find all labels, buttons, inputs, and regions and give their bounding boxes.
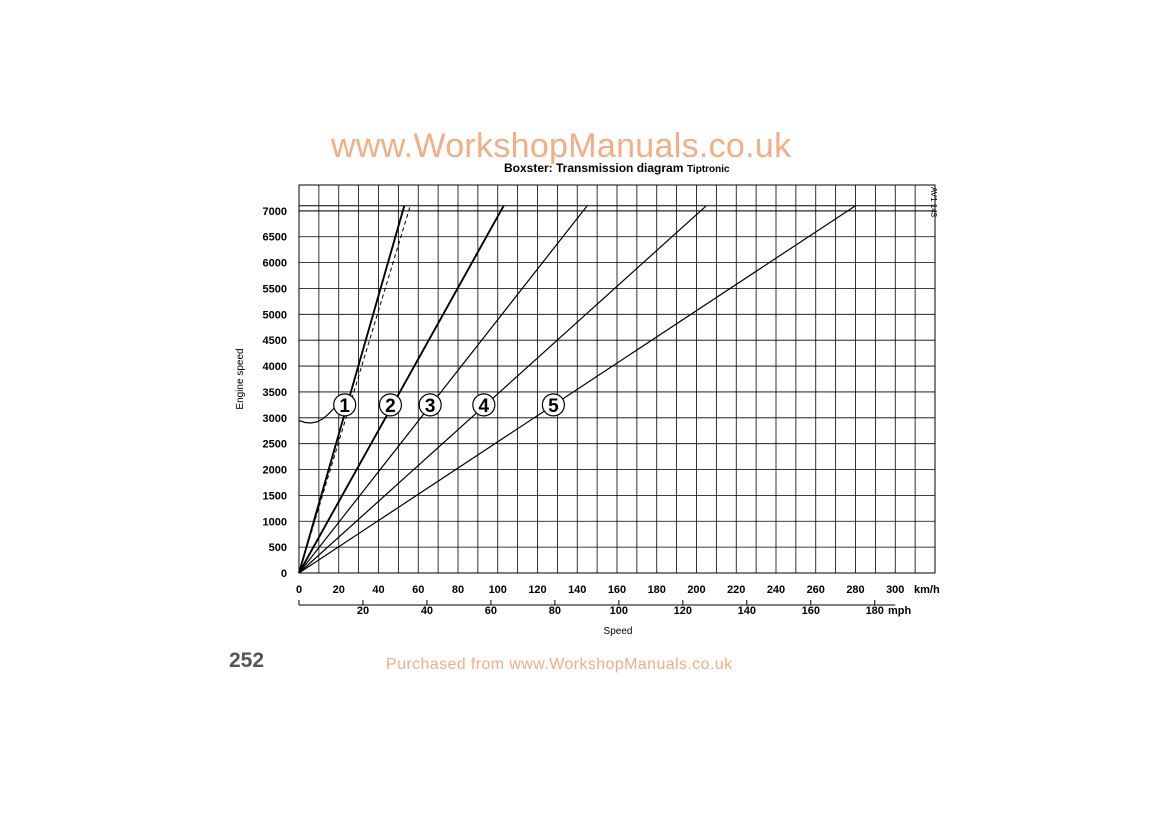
y-tick-label: 3000 xyxy=(263,413,287,425)
x-tick-label-kmh: 80 xyxy=(452,584,464,596)
figure-code: AV1 143 xyxy=(929,187,938,218)
x-tick-label-kmh: 300 xyxy=(886,584,904,596)
grid xyxy=(298,184,936,574)
x-tick-label-kmh: 0 xyxy=(296,584,302,596)
y-tick-label: 2500 xyxy=(263,439,287,451)
gear-label-circle xyxy=(418,393,442,417)
gear-label-circle xyxy=(378,393,403,417)
y-axis-label: Engine speed xyxy=(235,348,246,409)
y-tick-label: 5500 xyxy=(263,283,287,295)
x-tick-label-kmh: 260 xyxy=(807,584,825,596)
y-tick-label: 1500 xyxy=(263,490,287,502)
y-tick-label: 6000 xyxy=(263,258,287,270)
gear-label-circle xyxy=(472,393,496,417)
x-tick-label-mph: 60 xyxy=(485,605,497,617)
x-tick-label-kmh: 180 xyxy=(648,584,666,596)
gear-label-1: 1 xyxy=(339,396,350,417)
y-tick-label: 5000 xyxy=(263,309,287,321)
y-tick-label: 6500 xyxy=(263,232,287,244)
gear-label-5: 5 xyxy=(548,396,559,417)
x-tick-label-kmh: 240 xyxy=(767,584,785,596)
gear-4-line xyxy=(298,205,707,574)
gear-5-line xyxy=(298,205,856,574)
x-tick-label-kmh: 160 xyxy=(608,584,626,596)
x-tick-label-kmh: 280 xyxy=(846,584,864,596)
y-tick-label: 7000 xyxy=(263,206,287,218)
x-tick-label-mph: 180 xyxy=(866,605,884,617)
x-axis-unit-kmh: km/h xyxy=(914,584,940,596)
watermark-bottom: Purchased from www.WorkshopManuals.co.uk xyxy=(386,656,733,673)
axes: 0 20 40 60 80 100 120 140 160 180 200 220 240 260 280 3… xyxy=(263,206,905,617)
x-tick-label-kmh: 40 xyxy=(372,584,384,596)
x-tick-label-mph: 120 xyxy=(674,605,692,617)
y-tick-label: 1000 xyxy=(263,516,287,528)
x-tick-label-kmh: 140 xyxy=(568,584,586,596)
x-axis-label: Speed xyxy=(604,626,633,637)
watermark-top: www.WorkshopManuals.co.uk xyxy=(331,127,792,165)
y-tick-label: 4000 xyxy=(263,361,287,373)
x-tick-label-mph: 40 xyxy=(421,605,433,617)
x-tick-label-kmh: 220 xyxy=(727,584,745,596)
gear-label-4: 4 xyxy=(479,396,490,417)
y-tick-label: 2000 xyxy=(263,465,287,477)
y-tick-label: 4500 xyxy=(263,335,287,347)
y-tick-label: 3500 xyxy=(263,387,287,399)
x-tick-label-kmh: 100 xyxy=(489,584,507,596)
chart-title: Boxster: Transmission diagram xyxy=(504,161,683,175)
gear-label-2: 2 xyxy=(385,396,396,417)
y-tick-label: 0 xyxy=(281,568,287,580)
gear-labels: 1 2 3 4 5 xyxy=(333,393,566,417)
dashed-line xyxy=(298,205,411,574)
x-tick-label-mph: 100 xyxy=(610,605,628,617)
gear-label-circle xyxy=(541,393,566,417)
x-tick-label-mph: 80 xyxy=(549,605,561,617)
x-axis-unit-mph: mph xyxy=(888,605,912,617)
gear-1-line xyxy=(298,205,406,574)
x-tick-label-kmh: 60 xyxy=(412,584,424,596)
x-tick-label-mph: 20 xyxy=(357,605,369,617)
x-tick-label-mph: 160 xyxy=(802,605,820,617)
page-number: 252 xyxy=(229,649,265,672)
gear-3-line xyxy=(298,205,588,574)
y-tick-label: 500 xyxy=(269,542,287,554)
gear-label-circle xyxy=(333,393,357,417)
x-tick-label-kmh: 20 xyxy=(333,584,345,596)
x-tick-label-kmh: 200 xyxy=(687,584,705,596)
gear-2-line xyxy=(298,205,505,574)
x-tick-label-mph: 140 xyxy=(738,605,756,617)
gear-label-3: 3 xyxy=(425,396,436,417)
x-tick-label-kmh: 120 xyxy=(528,584,546,596)
series-lines xyxy=(298,205,856,574)
chart-subtitle: Tiptronic xyxy=(687,164,730,175)
